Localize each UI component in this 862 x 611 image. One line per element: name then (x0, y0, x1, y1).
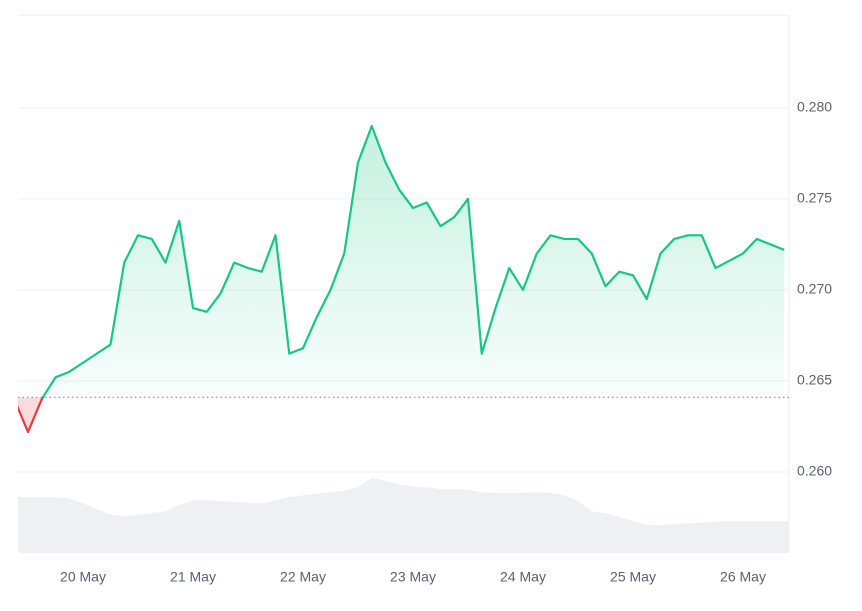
x-tick-label: 21 May (170, 569, 216, 585)
x-tick-label: 22 May (280, 569, 326, 585)
x-tick-label: 26 May (720, 569, 766, 585)
area-down (18, 397, 43, 432)
marks (18, 124, 789, 434)
x-tick-label: 23 May (390, 569, 436, 585)
y-tick-label: 0.275 (797, 190, 832, 206)
y-tick-label: 0.260 (797, 463, 832, 479)
y-tick-label: 0.280 (797, 99, 832, 115)
y-tick-label: 0.270 (797, 281, 832, 297)
x-tick-label: 20 May (60, 569, 106, 585)
x-tick-label: 24 May (500, 569, 546, 585)
area-up (18, 126, 785, 398)
price-line (18, 124, 785, 434)
x-tick-label: 25 May (610, 569, 656, 585)
y-tick-label: 0.265 (797, 372, 832, 388)
volume-layer (18, 477, 789, 553)
labels: 0.260 0.265 0.270 0.275 0.280 20 May 21 May 22 … (60, 99, 832, 585)
volume-area (18, 477, 789, 553)
